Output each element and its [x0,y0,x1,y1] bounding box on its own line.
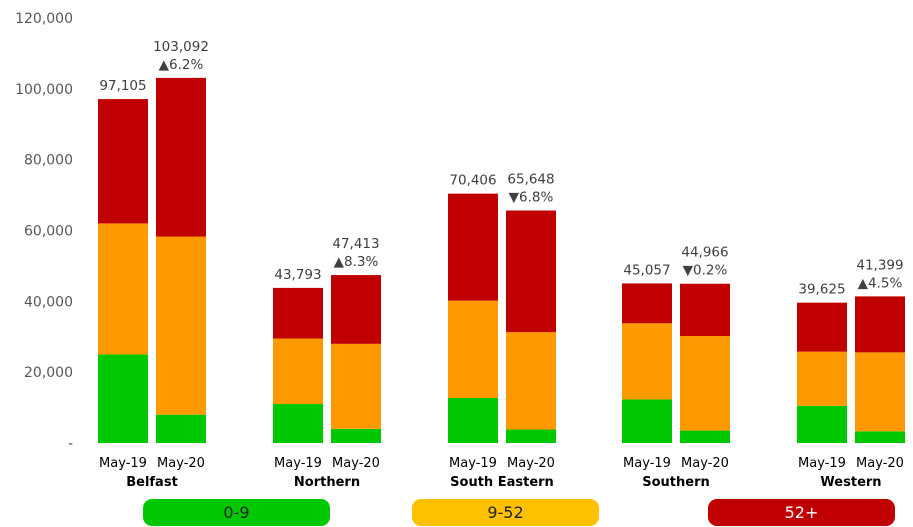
bar-segment [273,404,323,443]
y-tick-label: 120,000 [15,11,73,27]
bar-segment [680,336,730,431]
bar-segment [448,398,498,443]
bar-segment [797,302,847,352]
bar-segment [273,287,323,339]
bar-segment [506,332,556,430]
bar-segment [98,99,148,224]
total-label: 65,648 [507,171,554,187]
bar-segment [680,283,730,337]
bar-segment [797,351,847,406]
group-label: Belfast [126,475,178,490]
group-label: Northern [294,475,360,490]
y-tick-label: 20,000 [24,365,73,381]
bar-segment [855,296,905,353]
bar-segment [331,275,381,344]
y-tick-label: 80,000 [24,153,73,169]
y-tick-label: 100,000 [15,82,73,98]
total-label: 47,413 [332,236,379,252]
group-label: Southern [642,475,710,490]
change-label: ▼0.2% [683,263,728,279]
bar-segment [156,236,206,415]
change-label: ▲4.5% [858,275,903,291]
y-tick-label: - [68,436,73,452]
legend-label: 9-52 [487,503,524,522]
x-tick-label: May-20 [856,456,904,471]
total-label: 41,399 [856,257,903,273]
bar-segment [156,414,206,443]
change-label: ▼6.8% [509,189,554,205]
bar-segment [273,338,323,405]
x-tick-label: May-19 [99,456,147,471]
total-label: 70,406 [449,173,496,189]
legend-item-9-52: 9-52 [412,499,599,526]
y-tick-label: 60,000 [24,224,73,240]
total-label: 44,966 [681,245,728,261]
bar-segment [506,210,556,333]
total-label: 45,057 [623,262,670,278]
bar-segment [448,300,498,399]
group-label: South Eastern [450,475,554,490]
x-tick-label: May-19 [449,456,497,471]
bar-segment [156,77,206,237]
x-tick-label: May-20 [681,456,729,471]
legend-label: 0-9 [223,503,250,522]
bar-segment [622,399,672,443]
bar-segment [331,343,381,429]
bar-segment [506,429,556,443]
bar-segment [680,430,730,443]
bar-segment [98,354,148,443]
bar-segment [855,431,905,443]
legend-label: 52+ [784,503,819,522]
bar-segment [855,352,905,432]
change-label: ▲6.2% [159,57,204,73]
x-tick-label: May-19 [798,456,846,471]
bar-segment [98,223,148,355]
legend-item-52-plus: 52+ [708,499,895,526]
change-label: ▲8.3% [334,254,379,270]
bar-segment [797,405,847,443]
legend-item-0-9: 0-9 [143,499,330,526]
bar-segment [622,323,672,400]
x-tick-label: May-19 [274,456,322,471]
bar-segment [448,193,498,301]
x-tick-label: May-20 [157,456,205,471]
total-label: 97,105 [99,78,146,94]
group-label: Western [820,475,881,490]
bar-segment [622,283,672,324]
total-label: 39,625 [798,282,845,298]
x-tick-label: May-20 [507,456,555,471]
x-tick-label: May-19 [623,456,671,471]
y-tick-label: 40,000 [24,294,73,310]
total-label: 43,793 [274,267,321,283]
bar-segment [331,428,381,443]
total-label: 103,092 [153,39,209,55]
x-tick-label: May-20 [332,456,380,471]
